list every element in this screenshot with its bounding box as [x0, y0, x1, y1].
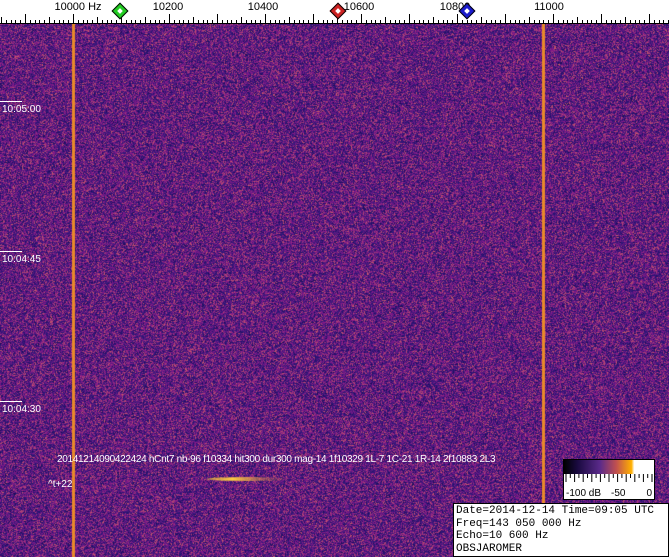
- freq-label: 11000: [534, 1, 564, 13]
- info-date-time: Date=2014-12-14 Time=09:05 UTC: [456, 505, 666, 518]
- delta-time-label: ^t+22: [48, 479, 72, 490]
- freq-label: 10000 Hz: [54, 1, 101, 13]
- info-frequency: Freq=143 050 000 Hz: [456, 518, 666, 531]
- time-tick: [0, 401, 22, 402]
- colorbar-gradient: [564, 460, 654, 474]
- time-label: 10:05:00: [2, 104, 41, 115]
- colorbar-label-mid: -50: [611, 488, 625, 499]
- colorbar-ticks: [564, 474, 654, 484]
- freq-label: 10200: [153, 1, 184, 13]
- info-observer: OBSJAROMER: [456, 543, 666, 556]
- time-label: 10:04:45: [2, 254, 41, 265]
- colorbar: -100 dB -50 0: [563, 459, 655, 500]
- time-label: 10:04:30: [2, 404, 41, 415]
- info-box: Date=2014-12-14 Time=09:05 UTC Freq=143 …: [453, 503, 669, 557]
- freq-label: 10400: [248, 1, 279, 13]
- detection-annotation: 20141214090422424 hCnt7 nb-96 f10334 hit…: [57, 454, 495, 465]
- time-tick: [0, 101, 22, 102]
- freq-label: 10600: [344, 1, 375, 13]
- colorbar-label-min: -100 dB: [566, 488, 601, 499]
- time-tick: [0, 251, 22, 252]
- frequency-ruler[interactable]: 10000 Hz 10200 10400 10600 10800 11000: [0, 0, 669, 24]
- info-echo: Echo=10 600 Hz: [456, 530, 666, 543]
- colorbar-label-max: 0: [646, 488, 652, 499]
